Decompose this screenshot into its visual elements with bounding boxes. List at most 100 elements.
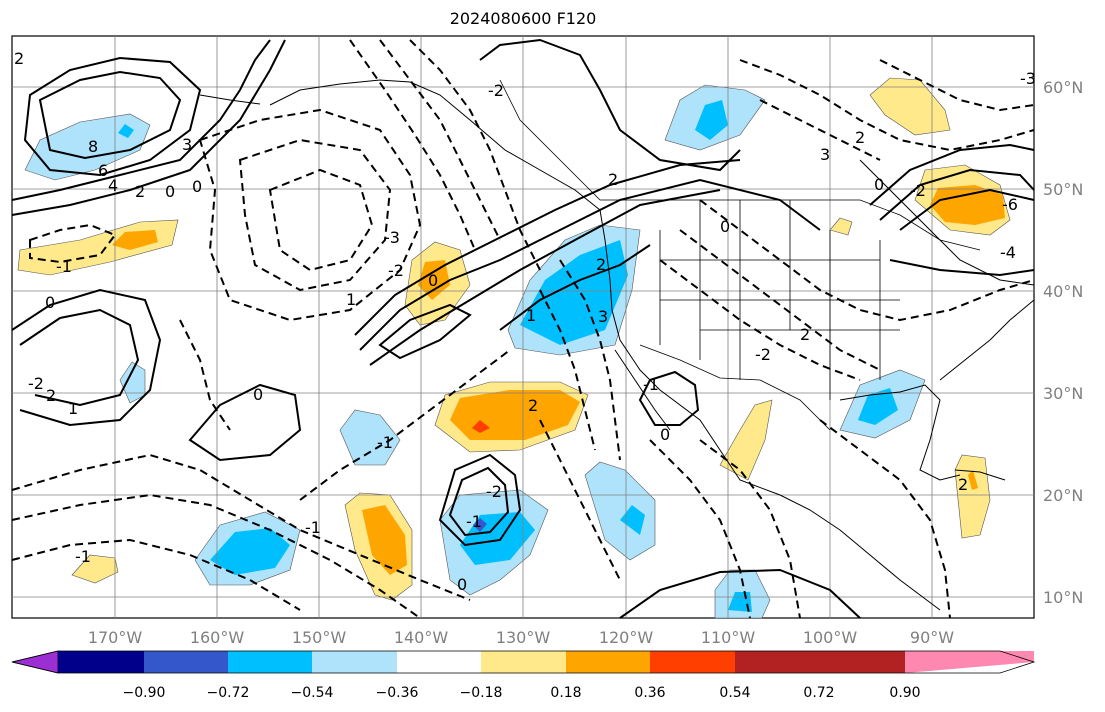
lon-label-100w: 100°W xyxy=(803,628,858,647)
contour-label: -4 xyxy=(1000,243,1016,262)
contour-label: 0 xyxy=(720,217,730,236)
contour-label: 1 xyxy=(68,399,78,418)
pos-region-south-dl xyxy=(71,554,119,584)
colorbar-segment xyxy=(144,651,228,673)
colorbar: −0.90 −0.72 −0.54 −0.36 −0.18 0.18 0.36 … xyxy=(11,650,1036,701)
contour-label: 1 xyxy=(346,290,356,309)
contour-dash-24 xyxy=(539,419,621,581)
contour-dash-9 xyxy=(679,229,881,371)
contour-label: 3 xyxy=(598,307,608,326)
coastlines xyxy=(199,79,1035,611)
colorbar-segment xyxy=(650,651,735,673)
contour-label: 4 xyxy=(108,176,118,195)
lon-label-160w: 160°W xyxy=(190,628,245,647)
colorbar-tick-label: −0.18 xyxy=(460,685,503,701)
contour-dash-4 xyxy=(409,39,541,271)
contour-dash-7 xyxy=(559,259,621,461)
colorbar-segment xyxy=(566,651,650,673)
lat-label-50n: 50°N xyxy=(1043,180,1083,199)
contour-dash-6 xyxy=(349,39,476,251)
contour-dash-10 xyxy=(659,259,861,381)
purple-spot xyxy=(473,518,487,532)
contour-solid-ridge-core xyxy=(378,303,472,360)
contour-solid-aleutian-2 xyxy=(38,70,182,160)
contour-label: 0 xyxy=(660,425,670,444)
contour-label: -1 xyxy=(466,512,482,531)
pos-region-mexico xyxy=(719,399,773,481)
lon-label-140w: 140°W xyxy=(394,628,449,647)
contour-label: 2 xyxy=(528,396,538,415)
contour-solid-gulf-ridge xyxy=(359,178,821,351)
neg-strong-alaska xyxy=(695,100,728,140)
extreme-regions xyxy=(472,420,490,532)
contour-solid-baja-ring xyxy=(638,370,700,426)
coast-hudson xyxy=(859,159,1035,286)
contour-label: 0 xyxy=(192,177,202,196)
lon-label-150w: 150°W xyxy=(292,628,347,647)
contour-label: 2 xyxy=(46,386,56,405)
pos-strong-caribbean xyxy=(968,470,978,490)
coast-cuba xyxy=(954,469,1006,481)
neg-region-baja xyxy=(584,461,656,561)
colorbar-tick-label: 0.72 xyxy=(803,685,834,701)
contour-label: -2 xyxy=(755,345,771,364)
red-spot xyxy=(472,420,490,433)
neg-region-aleutian xyxy=(24,113,151,181)
colorbar-segment xyxy=(228,651,312,673)
contour-label: -1 xyxy=(75,547,91,566)
pos-strong-dateline xyxy=(112,230,158,250)
lat-label-30n: 30°N xyxy=(1043,384,1083,403)
contour-label: -2 xyxy=(486,482,502,501)
colorbar-tick-label: −0.36 xyxy=(376,685,419,701)
colorbar-tick-label: 0.36 xyxy=(634,685,665,701)
contour-label: 2 xyxy=(14,49,24,68)
contour-solid-alaska xyxy=(479,38,741,172)
contour-dash-21 xyxy=(759,99,881,161)
colorbar-tick-label: −0.90 xyxy=(123,685,166,701)
colorbar-tick-label: 0.90 xyxy=(889,685,920,701)
colorbar-outline xyxy=(11,650,1036,674)
lon-label-110w: 110°W xyxy=(701,628,756,647)
contour-label: -2 xyxy=(388,261,404,280)
colorbar-tick-label: −0.54 xyxy=(291,685,334,701)
lon-label-170w: 170°W xyxy=(88,628,143,647)
pos-strong-gulf-ak xyxy=(418,260,450,300)
contour-solid-ep-high2 xyxy=(448,466,510,537)
contour-solid-gulf-ridge3 xyxy=(354,159,741,336)
contour-solid-aleutian-4 xyxy=(11,39,286,216)
political-borders xyxy=(499,79,981,431)
contour-solid-canada-low2 xyxy=(899,188,1035,231)
contour-dash-5 xyxy=(379,39,501,241)
colorbar-segment xyxy=(819,651,905,673)
contour-solid-south xyxy=(619,568,861,619)
contour-label: 2 xyxy=(958,475,968,494)
coast-westcoast xyxy=(599,209,941,611)
lat-label-60n: 60°N xyxy=(1043,78,1083,97)
contour-dash-13 xyxy=(11,493,421,619)
pos-strong-hawaii xyxy=(362,505,407,575)
contour-label: 0 xyxy=(457,575,467,594)
pos-region-hudson xyxy=(869,77,951,136)
contour-label: 2 xyxy=(800,325,810,344)
colorbar-segment xyxy=(58,651,144,673)
contour-label: -2 xyxy=(28,374,44,393)
lat-label-20n: 20°N xyxy=(1043,486,1083,505)
colorbar-extend-high xyxy=(905,651,1034,673)
negative-contours xyxy=(11,39,1035,619)
contour-dash-23 xyxy=(179,319,231,431)
contour-solid-ep-high xyxy=(438,453,522,547)
contour-label: -3 xyxy=(384,228,400,247)
lon-label-130w: 130°W xyxy=(496,628,551,647)
contour-dash-3 xyxy=(268,168,374,272)
contour-solid-canada-low xyxy=(879,168,1035,221)
contour-label: 6 xyxy=(98,161,108,180)
contour-solid-westcoast xyxy=(499,244,651,331)
contour-label: -1 xyxy=(56,257,72,276)
chart-title: 2024080600 F120 xyxy=(449,9,597,28)
contour-label: 3 xyxy=(820,145,830,164)
contour-dash-2 xyxy=(238,138,392,292)
contour-label: 0 xyxy=(165,182,175,201)
contour-label: 8 xyxy=(88,137,98,156)
contour-solid-aleutian-low xyxy=(23,56,202,177)
